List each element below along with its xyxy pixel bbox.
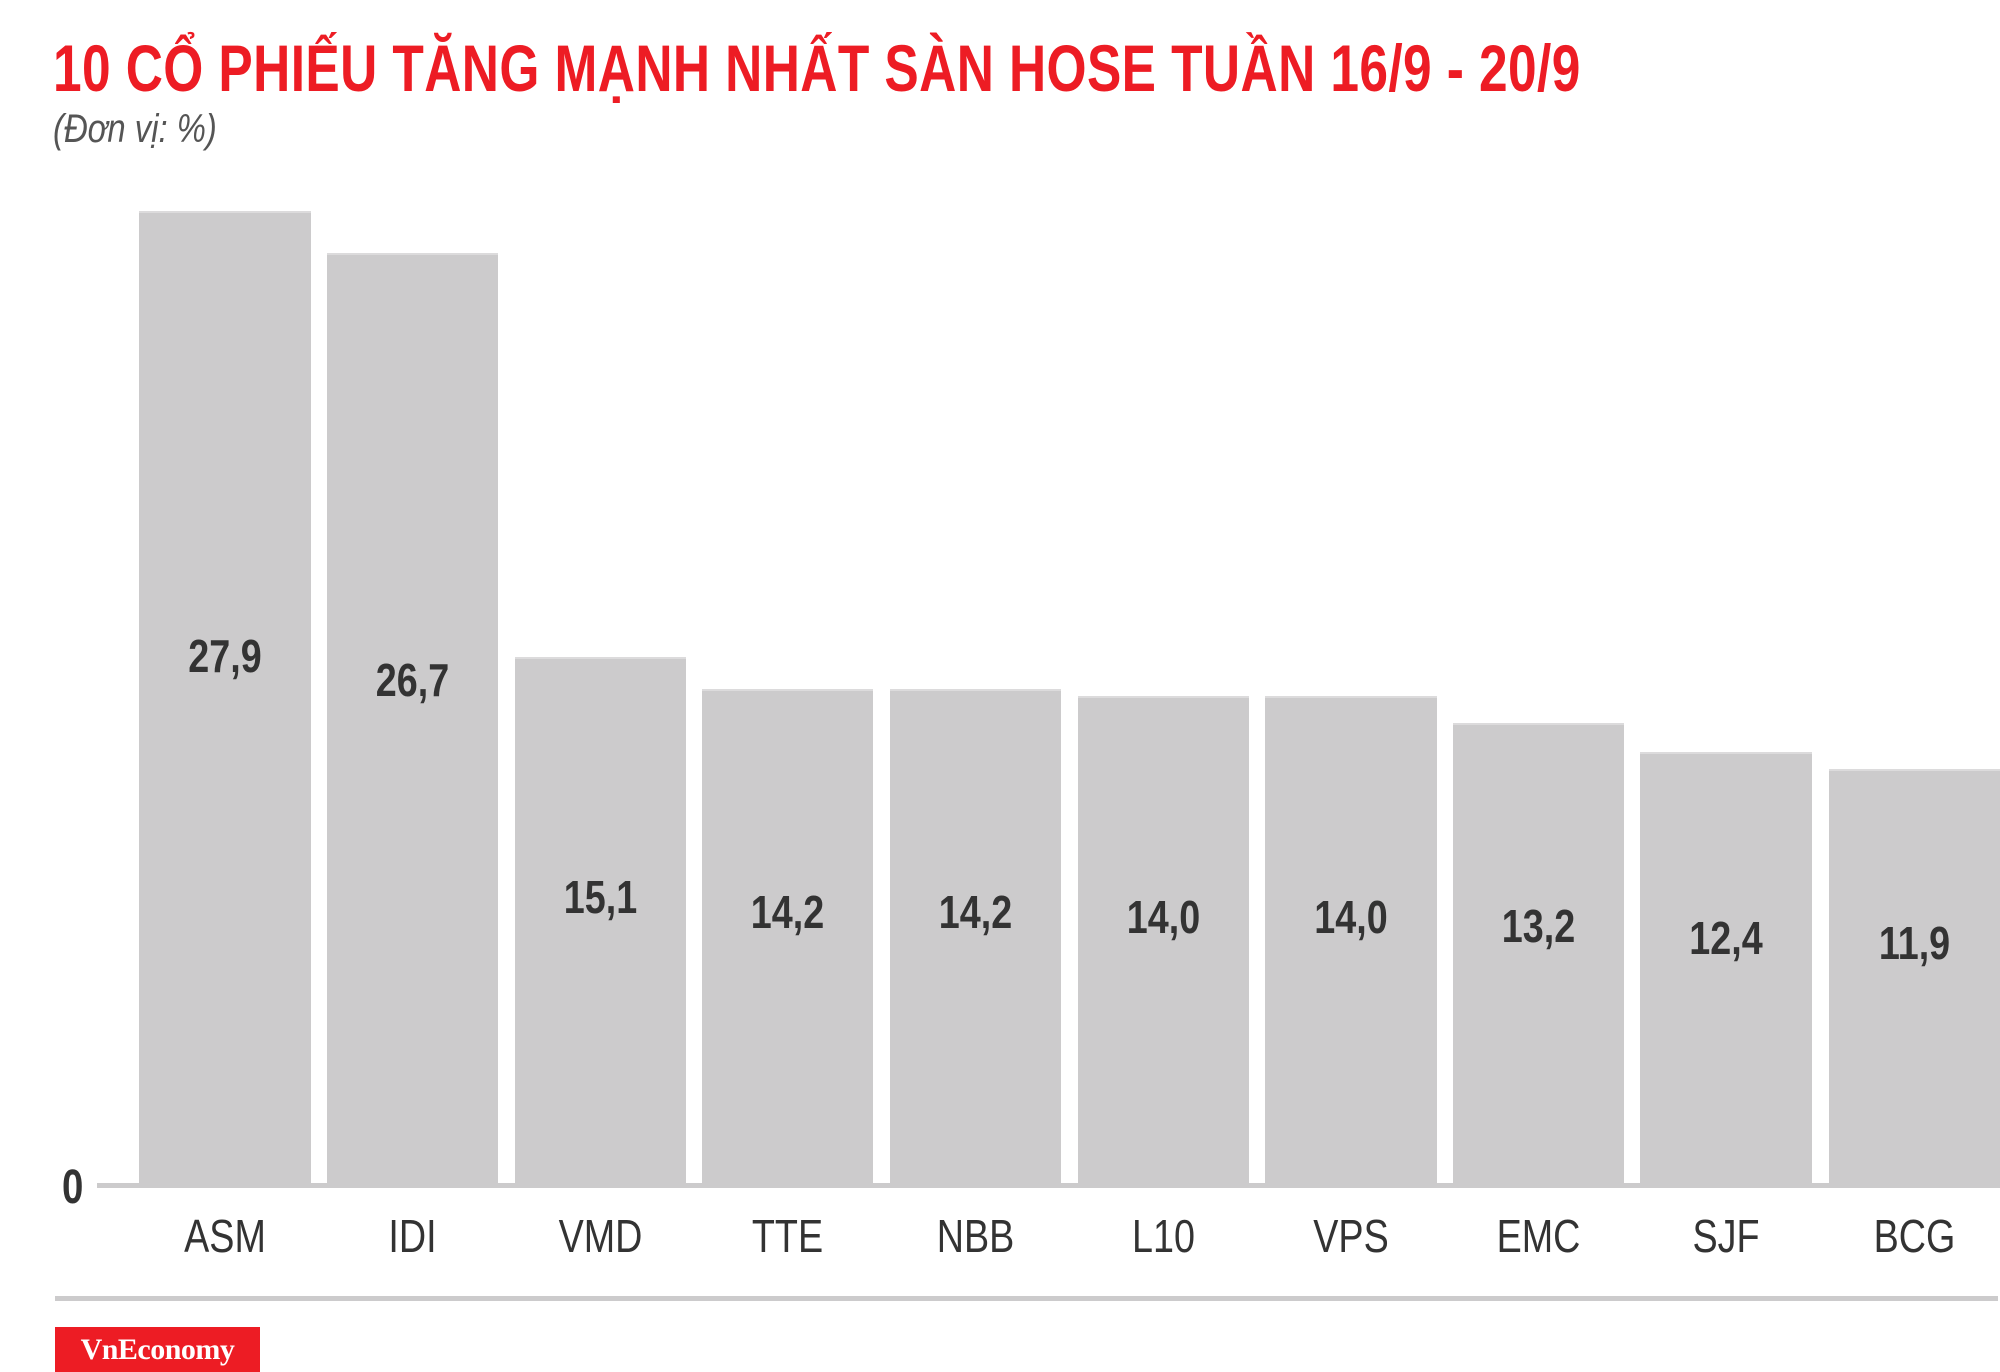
bar-nbb: 14,2 — [890, 689, 1061, 1185]
category-label-asm: ASM — [184, 1210, 266, 1262]
bar-l10: 14,0 — [1078, 696, 1249, 1185]
bar-vmd: 15,1 — [515, 657, 686, 1185]
vneconomy-logo: VnEconomy — [55, 1327, 260, 1372]
category-label-emc: EMC — [1496, 1210, 1581, 1262]
category-label-tte: TTE — [751, 1210, 824, 1262]
y-axis-zero-label: 0 — [62, 1161, 84, 1214]
bar-asm: 27,9 — [139, 211, 311, 1185]
bar-value-label: 12,4 — [1689, 912, 1763, 964]
footer-divider — [55, 1296, 1998, 1301]
category-label-nbb: NBB — [936, 1210, 1015, 1262]
category-label-idi: IDI — [388, 1210, 437, 1262]
bar-value-label: 14,0 — [1314, 891, 1388, 943]
category-label-bcg: BCG — [1873, 1210, 1956, 1262]
bar-value-label: 11,9 — [1878, 917, 1951, 969]
bar-value-label: 27,9 — [188, 630, 262, 682]
category-label-vps: VPS — [1313, 1210, 1389, 1262]
category-label-vmd: VMD — [558, 1210, 643, 1262]
chart-title: 10 CỔ PHIẾU TĂNG MẠNH NHẤT SÀN HOSE TUẦN… — [53, 31, 1581, 105]
bar-value-label: 15,1 — [563, 871, 638, 923]
bar-idi: 26,7 — [327, 253, 498, 1185]
bar-value-label: 26,7 — [375, 654, 450, 706]
bar-bcg: 11,9 — [1829, 769, 2000, 1185]
bar-value-label: 14,0 — [1126, 891, 1201, 943]
bar-emc: 13,2 — [1453, 723, 1624, 1185]
bar-value-label: 14,2 — [938, 886, 1013, 938]
bar-value-label: 14,2 — [750, 886, 825, 938]
category-label-sjf: SJF — [1692, 1210, 1760, 1262]
bar-vps: 14,0 — [1265, 696, 1437, 1185]
bar-sjf: 12,4 — [1640, 752, 1812, 1185]
bar-tte: 14,2 — [702, 689, 873, 1185]
x-axis-baseline — [97, 1183, 2000, 1188]
category-label-l10: L10 — [1132, 1210, 1195, 1262]
unit-subtitle: (Đơn vị: %) — [53, 107, 217, 151]
bar-value-label: 13,2 — [1501, 900, 1576, 952]
